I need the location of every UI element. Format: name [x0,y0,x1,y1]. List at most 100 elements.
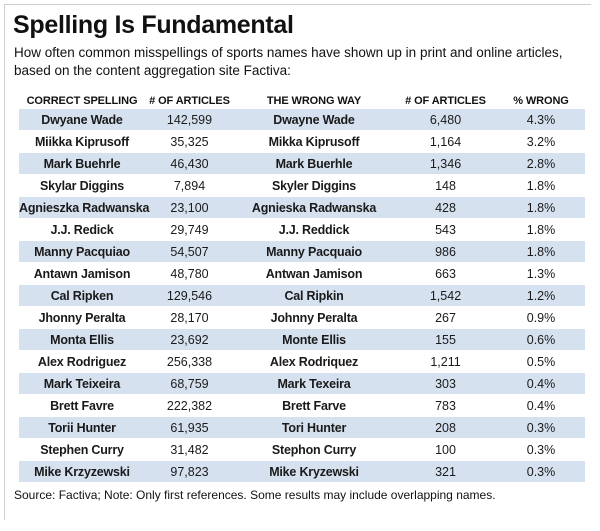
percent-wrong-cell: 0.4% [497,394,585,417]
percent-wrong-cell: 1.8% [497,218,585,241]
table-row: Mark Teixeira 68,759 Mark Texeira 303 0.4% [19,372,585,395]
wrong-way-cell: Antwan Jamison [234,262,394,285]
wrong-way-cell: Cal Ripkin [234,284,394,307]
correct-articles-cell: 129,546 [145,284,234,307]
correct-spelling-cell: Alex Rodriguez [19,350,145,373]
percent-wrong-cell: 3.2% [497,130,585,153]
wrong-articles-cell: 6,480 [394,109,497,131]
percent-wrong-cell: 2.8% [497,152,585,175]
wrong-way-cell: Monte Ellis [234,328,394,351]
correct-articles-cell: 23,692 [145,328,234,351]
table-header-row: CORRECT SPELLING # OF ARTICLES THE WRONG… [19,93,585,109]
wrong-way-cell: Mark Texeira [234,372,394,395]
percent-wrong-cell: 0.3% [497,416,585,439]
correct-articles-cell: 142,599 [145,109,234,131]
wrong-way-cell: J.J. Reddick [234,218,394,241]
percent-wrong-cell: 1.8% [497,240,585,263]
correct-spelling-cell: Miikka Kiprusoff [19,130,145,153]
table-row: J.J. Redick 29,749 J.J. Reddick 543 1.8% [19,218,585,241]
correct-articles-cell: 46,430 [145,152,234,175]
table-row: Manny Pacquiao 54,507 Manny Pacquaio 986 1.8… [19,240,585,263]
wrong-articles-cell: 428 [394,196,497,219]
table-row: Agnieszka Radwanska 23,100 Agnieska Radwan… [19,196,585,219]
correct-spelling-cell: Manny Pacquiao [19,240,145,263]
table-row: Dwyane Wade 142,599 Dwayne Wade 6,480 4.3% [19,109,585,131]
source-note: Source: Factiva; Note: Only first refere… [14,488,496,502]
correct-articles-cell: 23,100 [145,196,234,219]
column-header-wrong-articles: # OF ARTICLES [405,95,486,107]
wrong-way-cell: Mike Kryzewski [234,460,394,483]
percent-wrong-cell: 1.8% [497,174,585,197]
correct-spelling-cell: Mark Buehrle [19,152,145,175]
correct-articles-cell: 256,338 [145,350,234,373]
percent-wrong-cell: 4.3% [497,109,585,131]
wrong-way-cell: Tori Hunter [234,416,394,439]
percent-wrong-cell: 1.8% [497,196,585,219]
wrong-articles-cell: 1,164 [394,130,497,153]
wrong-articles-cell: 321 [394,460,497,483]
wrong-way-cell: Brett Farve [234,394,394,417]
table-body: Dwyane Wade 142,599 Dwayne Wade 6,480 4.3% Mi… [19,109,585,483]
table-row: Alex Rodriguez 256,338 Alex Rodriquez 1,211… [19,350,585,373]
table-row: Skylar Diggins 7,894 Skyler Diggins 148 1.8% [19,174,585,197]
percent-wrong-cell: 0.6% [497,328,585,351]
wrong-articles-cell: 1,346 [394,152,497,175]
wrong-way-cell: Dwayne Wade [234,109,394,131]
column-header-percent-wrong: % WRONG [513,95,569,107]
table-row: Cal Ripken 129,546 Cal Ripkin 1,542 1.2% [19,284,585,307]
wrong-way-cell: Johnny Peralta [234,306,394,329]
correct-articles-cell: 31,482 [145,438,234,461]
percent-wrong-cell: 0.4% [497,372,585,395]
correct-articles-cell: 97,823 [145,460,234,483]
correct-spelling-cell: Brett Favre [19,394,145,417]
percent-wrong-cell: 0.3% [497,460,585,483]
wrong-articles-cell: 303 [394,372,497,395]
subtitle: How often common misspellings of sports … [14,45,563,78]
spelling-table: CORRECT SPELLING # OF ARTICLES THE WRONG… [19,93,585,483]
wrong-way-cell: Mark Buerhle [234,152,394,175]
column-header-wrong-way: THE WRONG WAY [266,95,362,107]
correct-spelling-cell: J.J. Redick [19,218,145,241]
correct-spelling-cell: Skylar Diggins [19,174,145,197]
table-row: Antawn Jamison 48,780 Antwan Jamison 663 1.3… [19,262,585,285]
correct-articles-cell: 61,935 [145,416,234,439]
graphic-frame: Spelling Is Fundamental How often common… [4,4,591,520]
correct-articles-cell: 35,325 [145,130,234,153]
table-row: Torii Hunter 61,935 Tori Hunter 208 0.3% [19,416,585,439]
wrong-articles-cell: 267 [394,306,497,329]
wrong-articles-cell: 1,542 [394,284,497,307]
percent-wrong-cell: 0.9% [497,306,585,329]
correct-spelling-cell: Mark Teixeira [19,372,145,395]
correct-articles-cell: 222,382 [145,394,234,417]
table-row: Mark Buehrle 46,430 Mark Buerhle 1,346 2.8% [19,152,585,175]
page-title: Spelling Is Fundamental [13,11,294,39]
wrong-articles-cell: 783 [394,394,497,417]
correct-spelling-cell: Stephen Curry [19,438,145,461]
table-row: Brett Favre 222,382 Brett Farve 783 0.4% [19,394,585,417]
wrong-articles-cell: 986 [394,240,497,263]
wrong-articles-cell: 543 [394,218,497,241]
wrong-way-cell: Mikka Kiprusoff [234,130,394,153]
correct-spelling-cell: Antawn Jamison [19,262,145,285]
column-header-correct-articles: # OF ARTICLES [149,95,230,107]
wrong-way-cell: Manny Pacquaio [234,240,394,263]
correct-spelling-cell: Jhonny Peralta [19,306,145,329]
wrong-articles-cell: 155 [394,328,497,351]
wrong-way-cell: Alex Rodriquez [234,350,394,373]
wrong-way-cell: Skyler Diggins [234,174,394,197]
correct-articles-cell: 29,749 [145,218,234,241]
percent-wrong-cell: 1.2% [497,284,585,307]
percent-wrong-cell: 1.3% [497,262,585,285]
wrong-articles-cell: 663 [394,262,497,285]
column-header-correct-spelling: CORRECT SPELLING [26,95,138,107]
percent-wrong-cell: 0.3% [497,438,585,461]
correct-spelling-cell: Dwyane Wade [19,109,145,131]
correct-spelling-cell: Cal Ripken [19,284,145,307]
table-row: Jhonny Peralta 28,170 Johnny Peralta 267 0.9… [19,306,585,329]
correct-articles-cell: 28,170 [145,306,234,329]
percent-wrong-cell: 0.5% [497,350,585,373]
correct-articles-cell: 68,759 [145,372,234,395]
correct-articles-cell: 54,507 [145,240,234,263]
correct-spelling-cell: Torii Hunter [19,416,145,439]
correct-articles-cell: 48,780 [145,262,234,285]
